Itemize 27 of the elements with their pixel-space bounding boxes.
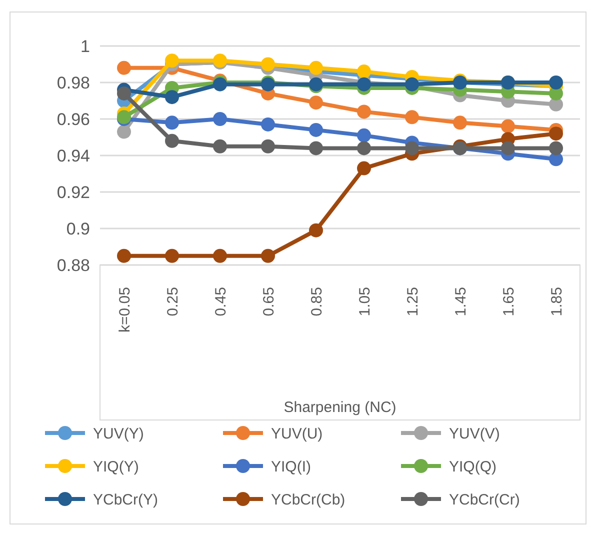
legend-label: YUV(U) [271,425,323,442]
legend-label: YCbCr(Y) [93,491,158,508]
legend-label: YCbCr(Cb) [271,491,346,508]
x-tick-label: 1.25 [404,287,422,316]
legend-label: YIQ(Q) [449,458,496,476]
x-tick-label: 1.45 [452,287,470,316]
legend-label: YCbCr(Cr) [449,491,520,508]
x-axis-title: Sharpening (NC) [284,399,396,416]
x-tick-label: k=0.05 [116,287,134,332]
x-tick-label: 1.85 [548,287,566,316]
x-tick-label: 1.65 [500,287,518,316]
x-tick-label: 0.45 [212,287,230,316]
y-tick-label: 0.98 [56,73,90,92]
y-tick-label: 1 [80,36,90,56]
y-tick-label: 0.96 [56,110,90,129]
y-tick-label: 0.94 [56,146,90,166]
x-tick-label: 0.25 [164,287,182,316]
x-tick-label: 0.85 [308,287,326,316]
x-tick-label: 0.65 [260,287,278,316]
y-tick-label: 0.92 [56,182,90,202]
legend-label: YUV(Y) [93,425,144,442]
legend-label: YUV(V) [449,425,500,442]
y-tick-label: 0.9 [66,219,90,238]
y-tick-label: 0.88 [56,256,90,275]
x-tick-label: 1.05 [356,287,374,316]
legend-label: YIQ(Y) [93,458,139,476]
legend-label: YIQ(I) [271,458,311,476]
